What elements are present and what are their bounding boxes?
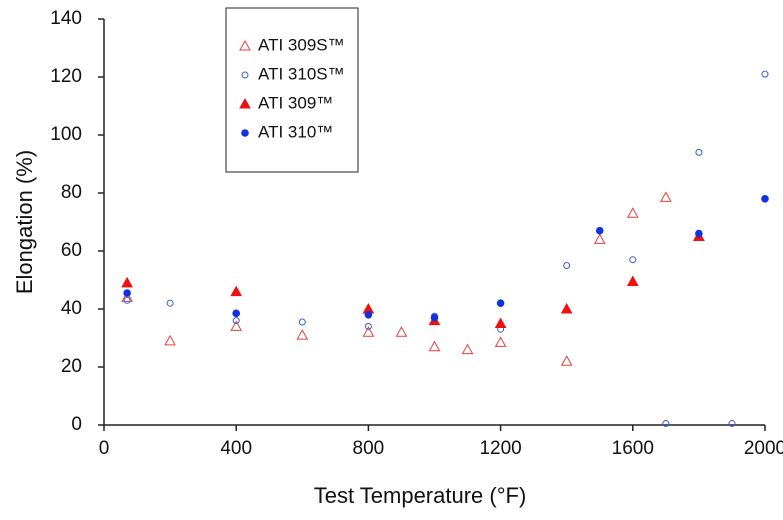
marker-triangle	[121, 291, 133, 302]
y-axis-title: Elongation (%)	[12, 150, 37, 294]
marker-triangle	[494, 317, 507, 328]
marker-circle	[728, 420, 736, 428]
marker-triangle	[660, 191, 672, 202]
y-tick-label: 0	[71, 414, 82, 435]
legend-label: ATI 309™	[258, 93, 333, 112]
marker-triangle	[626, 207, 639, 218]
marker-circle	[123, 296, 131, 304]
legend-box	[225, 7, 359, 173]
marker-triangle	[230, 285, 243, 297]
legend-marker	[239, 97, 251, 109]
marker-circle	[595, 226, 604, 235]
x-tick-label: 1200	[479, 438, 521, 459]
marker-triangle	[296, 329, 309, 340]
marker-triangle	[164, 334, 176, 346]
marker-triangle	[560, 302, 573, 314]
y-tick-label: 40	[61, 298, 82, 319]
marker-triangle	[461, 343, 474, 355]
marker-circle	[761, 195, 769, 203]
x-tick-label: 2000	[744, 438, 783, 459]
legend-label: ATI 310S™	[258, 64, 345, 83]
legend-label: ATI 309S™	[258, 35, 345, 54]
x-tick-label: 1600	[612, 438, 654, 459]
x-tick-label: 800	[353, 438, 385, 459]
marker-triangle	[593, 233, 606, 244]
marker-circle	[232, 309, 240, 318]
marker-triangle	[626, 275, 639, 286]
legend-marker	[239, 39, 251, 51]
marker-circle	[563, 262, 571, 269]
marker-triangle	[428, 340, 441, 352]
marker-circle	[166, 299, 174, 307]
marker-circle	[695, 148, 703, 156]
y-tick-label: 80	[61, 182, 82, 203]
marker-circle	[232, 317, 240, 325]
marker-triangle	[121, 276, 133, 288]
marker-circle	[629, 256, 637, 264]
legend-label: ATI 310™	[258, 122, 333, 141]
marker-circle	[298, 318, 306, 326]
marker-triangle	[395, 326, 408, 337]
x-axis-title: Test Temperature (°F)	[314, 483, 527, 508]
marker-circle	[364, 322, 372, 330]
marker-triangle	[494, 336, 507, 347]
y-tick-label: 120	[50, 66, 82, 87]
y-tick-label: 140	[50, 8, 82, 29]
marker-triangle	[230, 320, 243, 331]
marker-circle	[496, 299, 505, 308]
marker-circle	[761, 70, 769, 78]
y-tick-label: 100	[50, 124, 82, 145]
y-tick-label: 60	[61, 240, 82, 261]
marker-circle	[123, 289, 131, 297]
x-tick-label: 400	[220, 438, 252, 459]
marker-triangle	[560, 355, 573, 366]
marker-circle	[364, 311, 373, 319]
y-tick-label: 20	[61, 356, 82, 377]
marker-circle	[695, 229, 703, 238]
marker-circle	[662, 420, 670, 428]
marker-circle	[430, 313, 439, 322]
x-tick-label: 0	[99, 438, 110, 459]
marker-triangle	[362, 326, 375, 337]
legend-marker	[241, 129, 249, 137]
legend-marker	[241, 71, 249, 79]
